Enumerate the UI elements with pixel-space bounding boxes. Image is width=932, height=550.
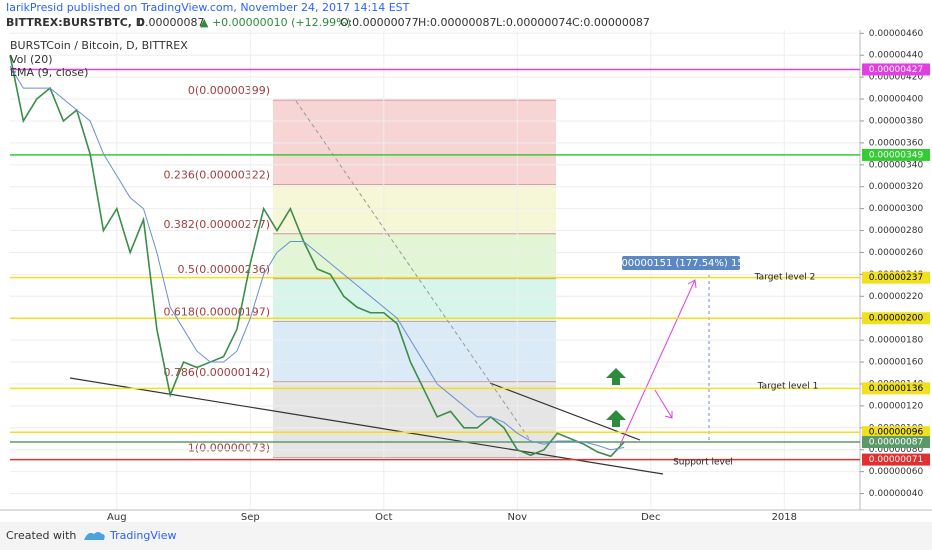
level-box [862, 426, 930, 439]
y-tick-label: 0.00000280 [869, 226, 924, 236]
y-tick-label: 0.00000260 [869, 248, 924, 258]
fib-label: 0.382(0.00000277) [163, 218, 270, 231]
grid [10, 30, 860, 510]
fibonacci: 0(0.00000399) 0.236(0.00000322) 0.382(0.00… [163, 84, 556, 458]
level-box [862, 63, 930, 76]
low: L:0.00000074 [496, 16, 572, 29]
level-box [862, 312, 930, 325]
series-line [9, 55, 625, 458]
x-tick-label: Oct [375, 512, 392, 523]
trendline [489, 382, 641, 441]
published: IarikPresid published on TradingView.com… [6, 1, 410, 14]
footer [0, 522, 932, 550]
symbol: BITTREX:BURSTBTC, D [6, 16, 145, 29]
y-tick-label: 0.00000440 [869, 51, 924, 61]
fib-label: 0.5(0.00000236) [177, 263, 270, 276]
plot [9, 55, 860, 461]
series-title: BURSTCoin / Bitcoin, D, BITTREX [10, 39, 188, 52]
y-tick-label: 0.00000420 [869, 73, 924, 83]
created-with: Created with [6, 529, 76, 542]
y-tick-label: 0.00000160 [869, 358, 924, 368]
level-box [862, 271, 930, 284]
high: H:0.00000087 [418, 16, 496, 29]
fib-label: 0.786(0.00000142) [163, 366, 270, 379]
level-label: 0.00000087 [869, 438, 923, 448]
fib-label: 0.236(0.00000322) [163, 169, 270, 182]
level-box [862, 436, 930, 449]
y-tick-label: 0.00000120 [869, 401, 924, 411]
level-label: 0.00000237 [869, 273, 923, 283]
volume-title: Vol (20) [10, 53, 53, 66]
x-tick-label: 2018 [772, 512, 797, 523]
level-label: 0.00000136 [869, 384, 924, 394]
y-tick-label: 0.00000080 [869, 445, 924, 455]
y-tick-label: 0.00000040 [869, 489, 924, 499]
fib-label: 0(0.00000399) [188, 84, 270, 97]
y-tick-label: 0.00000460 [869, 29, 924, 39]
brand: TradingView [109, 529, 176, 542]
fib-label: 1(0.00000073) [188, 441, 270, 454]
change: ▲ +0.00000010 (+12.99%) [200, 16, 351, 29]
measure-label: 0.00000151 (177.54%) 151 [612, 258, 750, 269]
fib-band [273, 100, 556, 185]
x-tick-label: Dec [641, 512, 660, 523]
level-label: 0.00000427 [869, 65, 923, 75]
level-label: 0.00000349 [869, 150, 924, 160]
measure-box [622, 256, 740, 270]
y-tick-label: 0.00000400 [869, 95, 924, 105]
y-tick-label: 0.00000060 [869, 467, 924, 477]
annotation: Target level 1 [757, 382, 819, 392]
fib-trend [295, 100, 531, 441]
y-tick-label: 0.00000180 [869, 336, 924, 346]
level-label: 0.00000200 [869, 314, 924, 324]
fib-band [273, 184, 556, 234]
fib-band [273, 321, 556, 382]
y-tick-label: 0.00000380 [869, 116, 924, 126]
annotation: Support level [673, 458, 733, 468]
series-line [9, 65, 625, 451]
level-box [862, 453, 930, 466]
x-tick-label: Nov [508, 512, 528, 523]
level-label: 0.00000071 [869, 455, 923, 465]
arrow-head [664, 411, 673, 419]
arrow [619, 279, 696, 446]
x-tick-label: Sep [241, 512, 260, 523]
ema-title: EMA (9, close) [10, 66, 88, 79]
price: 0.00000087 [138, 16, 204, 29]
arrow-head [687, 279, 697, 289]
x-tick-label: Aug [107, 512, 127, 523]
fib-band [273, 278, 556, 322]
logo [84, 532, 105, 540]
level-box [862, 382, 930, 395]
fib-label: 0.618(0.00000197) [163, 306, 270, 319]
arrow [654, 389, 673, 419]
annotation: Target level 2 [754, 273, 816, 283]
close: C:0.00000087 [572, 16, 650, 29]
up-arrow [606, 368, 626, 385]
open: O:0.00000077 [340, 16, 419, 29]
up-arrow [606, 410, 626, 427]
y-tick-label: 0.00000340 [869, 160, 924, 170]
y-tick-label: 0.00000360 [869, 138, 924, 148]
fib-band [273, 233, 556, 279]
level-box [862, 148, 930, 161]
y-tick-label: 0.00000220 [869, 292, 924, 302]
y-tick-label: 0.00000320 [869, 182, 924, 192]
fib-band [273, 381, 556, 458]
trendline [69, 377, 664, 475]
level-label: 0.00000096 [869, 428, 924, 438]
y-tick-label: 0.00000300 [869, 204, 924, 214]
